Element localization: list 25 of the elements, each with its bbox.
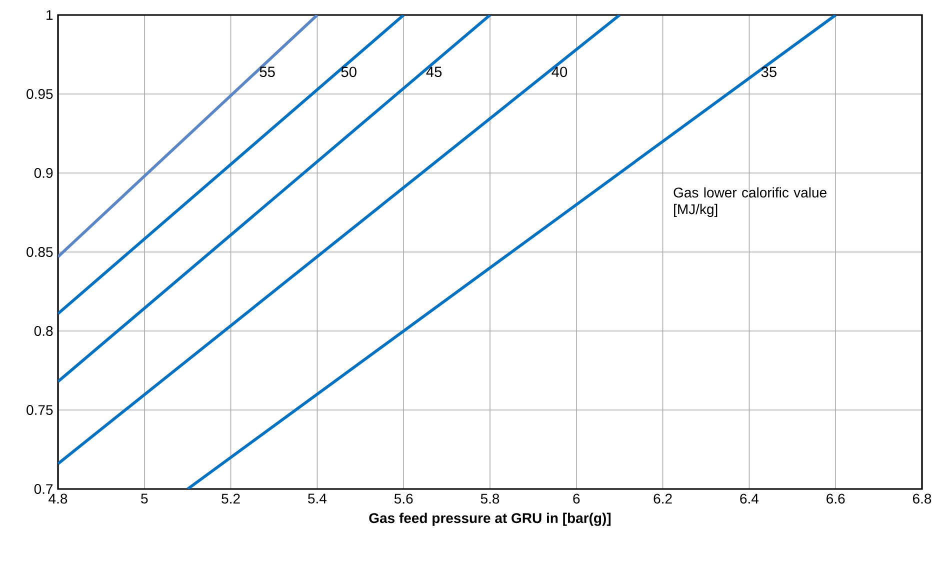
series-label: 35 bbox=[761, 66, 776, 78]
series-label: 50 bbox=[341, 66, 356, 78]
x-tick-label: 6.2 bbox=[654, 494, 672, 504]
y-tick-label: 0.9 bbox=[34, 168, 53, 178]
x-tick-label: 5.2 bbox=[222, 494, 240, 504]
series-label: 45 bbox=[426, 66, 442, 77]
series-label: 55 bbox=[260, 66, 275, 77]
x-tick-label: 5 bbox=[141, 494, 148, 504]
x-tick-label: 5.8 bbox=[480, 494, 500, 504]
x-tick-label: 6 bbox=[573, 494, 580, 504]
y-tick-label: 0.7 bbox=[34, 484, 53, 494]
y-tick-label: 0.85 bbox=[26, 247, 53, 257]
legend-title: Gas lower calorific value [MJ/kg] bbox=[674, 187, 826, 217]
y-tick-label: 1 bbox=[46, 10, 53, 20]
y-tick-label: 0.75 bbox=[26, 405, 53, 415]
x-tick-label: 5.4 bbox=[308, 494, 327, 504]
x-tick-label: 5.6 bbox=[394, 494, 413, 504]
x-tick-label: 6.6 bbox=[826, 494, 845, 504]
series-label: 40 bbox=[552, 66, 568, 78]
y-tick-label: 0.8 bbox=[34, 326, 53, 336]
x-tick-label: 4.8 bbox=[48, 494, 68, 504]
y-tick-label: 0.95 bbox=[26, 89, 53, 99]
x-tick-label: 6.4 bbox=[740, 494, 759, 504]
x-axis-title: Gas feed pressure at GRU in [bar(g)] bbox=[369, 512, 611, 526]
x-tick-label: 6.8 bbox=[912, 494, 932, 504]
